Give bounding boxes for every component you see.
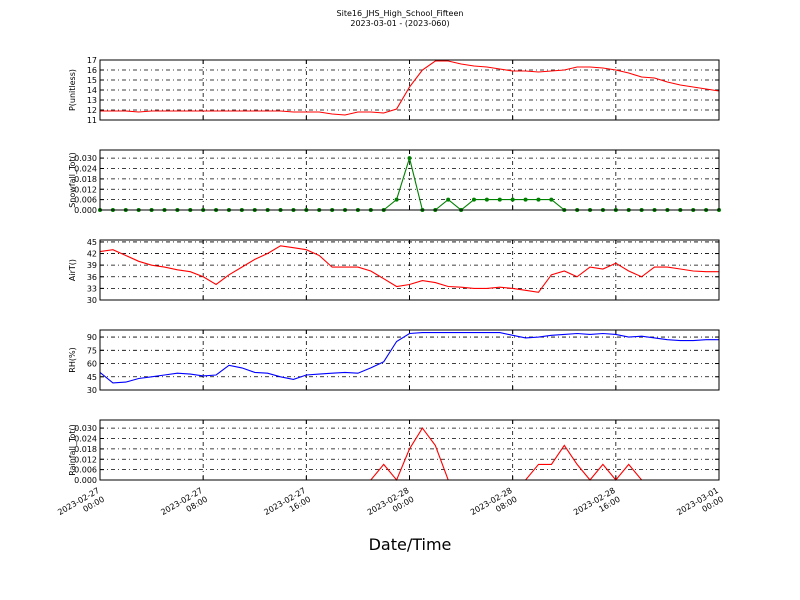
- x-tick-label: 2023-02-2700:00: [56, 486, 106, 526]
- series-line: [99, 245, 719, 293]
- marker: [549, 197, 554, 202]
- x-tick-label: 2023-02-2800:00: [366, 486, 416, 526]
- y-tick-label: 0.018: [74, 445, 97, 454]
- marker: [536, 197, 541, 202]
- y-tick-label: 33: [87, 284, 97, 293]
- marker: [471, 197, 476, 202]
- y-tick-label: 0.018: [74, 175, 97, 184]
- marker: [394, 197, 399, 202]
- y-axis-label: RH(%): [68, 347, 77, 372]
- plot-frame: [99, 329, 720, 391]
- y-tick-label: 14: [87, 86, 97, 95]
- marker: [497, 197, 502, 202]
- y-axis-label: P(unitless): [68, 69, 77, 111]
- plot-frame: [99, 59, 720, 121]
- marker: [523, 197, 528, 202]
- y-tick-label: 30: [87, 386, 97, 395]
- x-tick-label: 2023-02-2716:00: [263, 486, 313, 526]
- marker: [407, 156, 412, 161]
- y-tick-label: 75: [87, 346, 97, 355]
- x-axis-label: Date/Time: [369, 535, 452, 554]
- y-axis-label: AirT(): [68, 259, 77, 281]
- y-tick-label: 17: [87, 56, 97, 65]
- y-tick-label: 16: [87, 66, 97, 75]
- y-axis-label: Snowfall_Tot(): [68, 152, 77, 208]
- y-axis-label: Rainfall_Tot(): [68, 424, 77, 476]
- plot-frame: [99, 239, 720, 301]
- y-tick-label: 0.024: [74, 435, 97, 444]
- y-tick-label: 30: [87, 296, 97, 305]
- marker: [484, 197, 489, 202]
- y-tick-label: 0.030: [74, 154, 97, 163]
- y-tick-label: 0.000: [74, 206, 97, 215]
- y-tick-label: 90: [87, 333, 97, 342]
- y-tick-label: 42: [87, 250, 97, 259]
- plot-frame: [99, 149, 720, 211]
- y-tick-label: 0.000: [74, 476, 97, 485]
- marker: [510, 197, 515, 202]
- chart-title: Site16_JHS_High_School_Fifteen: [337, 9, 464, 18]
- chart-subtitle: 2023-03-01 - (2023-060): [350, 19, 449, 28]
- y-tick-label: 12: [87, 106, 97, 115]
- y-tick-label: 0.024: [74, 165, 97, 174]
- marker: [446, 197, 451, 202]
- series-line: [99, 332, 719, 384]
- y-tick-label: 45: [87, 238, 97, 247]
- x-tick-label: 2023-02-2708:00: [159, 486, 209, 526]
- y-tick-label: 0.012: [74, 455, 97, 464]
- y-tick-label: 0.012: [74, 185, 97, 194]
- y-tick-label: 15: [87, 76, 97, 85]
- y-tick-label: 0.006: [74, 196, 97, 205]
- y-tick-label: 36: [87, 273, 97, 282]
- y-tick-label: 13: [87, 96, 97, 105]
- series-line: [100, 60, 720, 116]
- y-tick-label: 60: [87, 360, 97, 369]
- x-tick-label: 2023-03-0100:00: [675, 486, 725, 526]
- plot-frame: [99, 419, 720, 481]
- y-tick-label: 0.006: [74, 466, 97, 475]
- x-tick-label: 2023-02-2816:00: [572, 486, 622, 526]
- x-tick-label: 2023-02-2808:00: [469, 486, 519, 526]
- y-tick-label: 45: [87, 373, 97, 382]
- y-tick-label: 11: [87, 116, 97, 125]
- y-tick-label: 0.030: [74, 424, 97, 433]
- y-tick-label: 39: [87, 261, 97, 270]
